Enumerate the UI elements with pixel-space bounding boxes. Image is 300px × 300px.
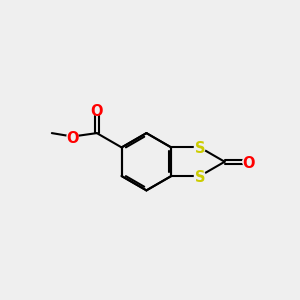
Circle shape [194, 171, 205, 182]
Text: O: O [66, 130, 79, 146]
Circle shape [194, 142, 205, 153]
Text: O: O [91, 103, 103, 118]
Text: S: S [195, 170, 205, 185]
Circle shape [243, 156, 254, 167]
Circle shape [67, 131, 78, 142]
Circle shape [92, 104, 102, 115]
Text: S: S [195, 141, 205, 156]
Text: O: O [242, 156, 254, 171]
